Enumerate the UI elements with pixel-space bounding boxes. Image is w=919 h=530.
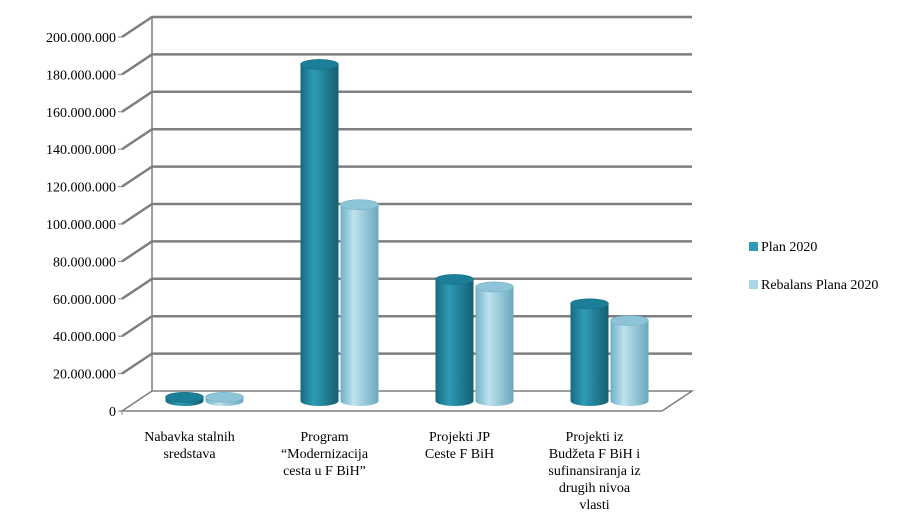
- category-label-line: sredstava: [163, 447, 216, 462]
- bar-body: [340, 204, 379, 407]
- y-tick-label: 140.000.000: [46, 143, 116, 158]
- bar-top: [570, 298, 609, 310]
- y-tick-label: 120.000.000: [46, 181, 116, 196]
- bar-top: [610, 315, 649, 326]
- bar-top: [165, 391, 204, 403]
- bar-body: [610, 320, 649, 407]
- category-label-line: “Modernizacija: [281, 447, 369, 462]
- bar-body: [475, 286, 514, 407]
- bar: [570, 298, 609, 407]
- y-tick-label: 200.000.000: [46, 31, 116, 46]
- category-label-line: vlasti: [579, 498, 609, 513]
- legend: Plan 2020 Rebalans Plana 2020: [749, 240, 878, 293]
- bar: [610, 315, 649, 407]
- gridline: [121, 15, 692, 39]
- gridline: [121, 53, 692, 76]
- y-tick-label: 60.000.000: [53, 293, 116, 308]
- legend-item: Plan 2020: [749, 240, 817, 255]
- y-tick-label: 20.000.000: [53, 368, 116, 383]
- bar: [300, 59, 339, 407]
- legend-item: Rebalans Plana 2020: [749, 278, 878, 293]
- gridlines: [119, 15, 695, 412]
- bar-top: [340, 199, 379, 210]
- bars: [165, 59, 649, 407]
- gridline: [121, 90, 692, 113]
- category-label: Nabavka stalnih sredstava: [144, 430, 235, 462]
- legend-label: Plan 2020: [761, 240, 817, 255]
- bar: [435, 274, 474, 407]
- bar: [205, 391, 244, 407]
- category-label-line: Projekti JP: [429, 430, 490, 445]
- bar-top: [205, 391, 244, 403]
- gridline: [121, 127, 692, 151]
- legend-swatch: [749, 242, 758, 251]
- bar: [165, 391, 204, 407]
- gridline: [121, 202, 692, 226]
- category-label-line: cesta u F BiH”: [283, 464, 366, 479]
- bar-body: [435, 279, 474, 407]
- bar-body: [300, 64, 339, 407]
- category-label-line: sufinansiranja iz: [548, 464, 640, 479]
- category-label-line: Ceste F BiH: [425, 447, 494, 462]
- y-tick-label: 160.000.000: [46, 106, 116, 121]
- bar-body: [570, 303, 609, 407]
- category-label-line: Projekti iz: [566, 430, 624, 445]
- y-tick-label: 80.000.000: [53, 255, 116, 270]
- y-axis: 0 20.000.000 40.000.000 60.000.000 80.000.00…: [46, 31, 123, 420]
- bar-top: [475, 281, 514, 293]
- category-label: Program “Modernizacija cesta u F BiH”: [281, 430, 369, 479]
- y-tick-label: 180.000.000: [46, 68, 116, 83]
- y-tick-label: 100.000.000: [46, 218, 116, 233]
- category-label: Projekti JP Ceste F BiH: [425, 430, 494, 462]
- gridline: [119, 390, 695, 412]
- gridline: [121, 240, 692, 263]
- gridline: [121, 165, 692, 188]
- bar: [340, 199, 379, 407]
- category-label: Projekti iz Budžeta F BiH i sufinansiranja…: [548, 430, 640, 513]
- category-label-line: drugih nivoa: [559, 481, 631, 496]
- category-label-line: Nabavka stalnih: [144, 430, 235, 445]
- x-axis-labels: Nabavka stalnih sredstava Program “Moderniz…: [144, 430, 640, 513]
- legend-swatch: [749, 280, 758, 289]
- bar-top: [300, 59, 339, 70]
- bar-top: [435, 274, 474, 285]
- category-label-line: Program: [300, 430, 348, 445]
- y-tick-label: 0: [109, 405, 116, 420]
- y-tick-label: 40.000.000: [53, 330, 116, 345]
- gridline: [121, 277, 692, 300]
- bar: [475, 281, 514, 407]
- category-label-line: Budžeta F BiH i: [549, 447, 640, 462]
- legend-label: Rebalans Plana 2020: [761, 278, 878, 293]
